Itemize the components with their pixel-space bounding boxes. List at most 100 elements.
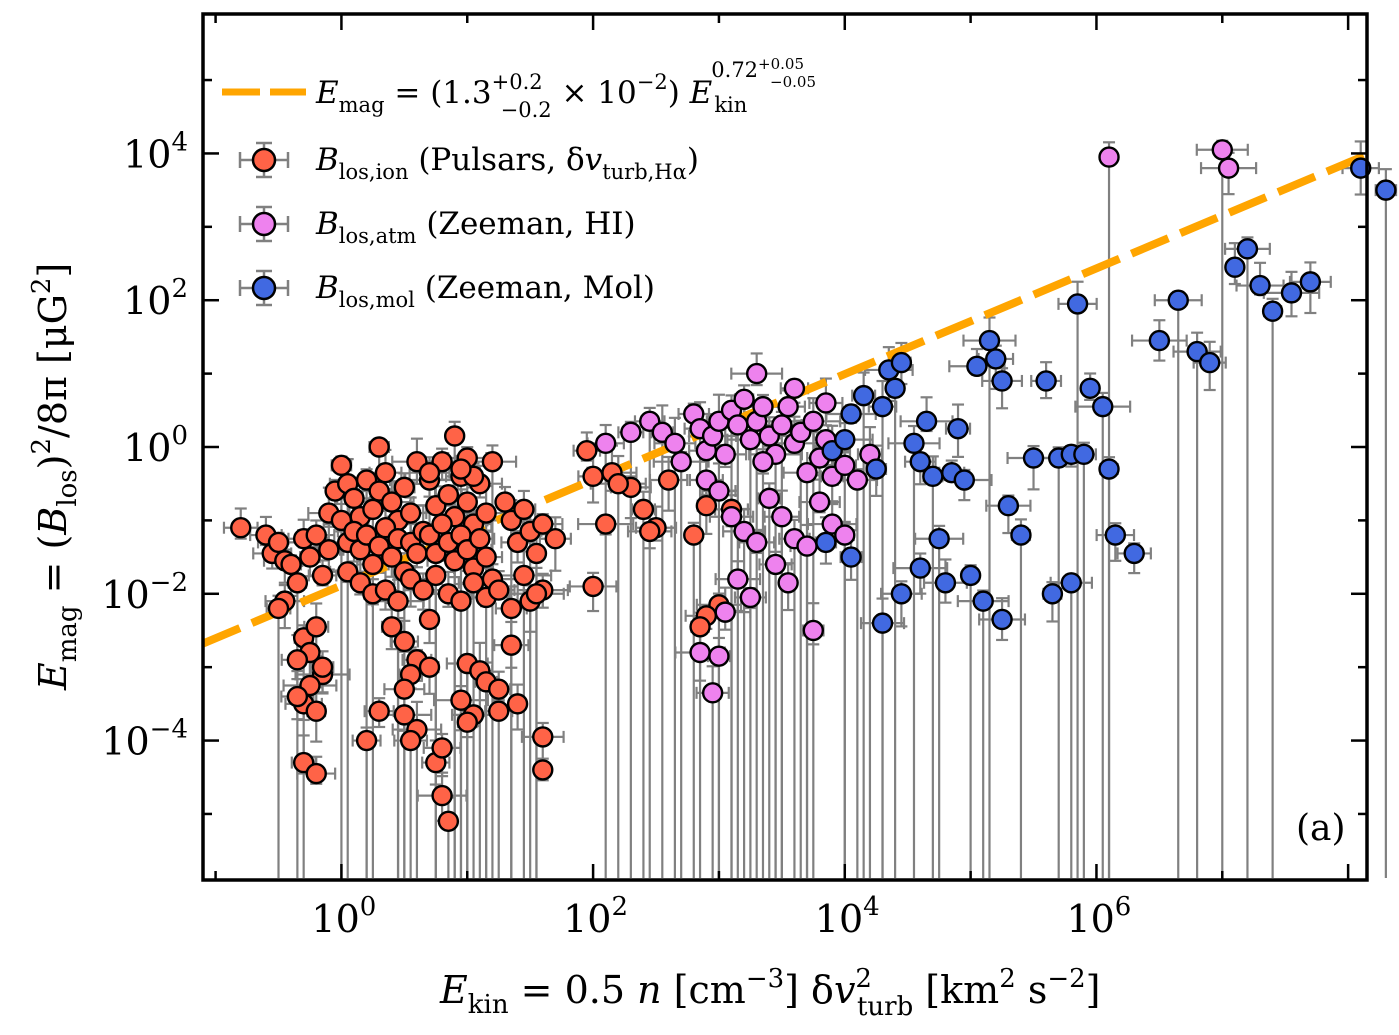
legend-atm-marker	[238, 205, 290, 243]
point-ion	[431, 513, 453, 535]
point-ion	[267, 531, 290, 554]
error-bar-atm-47	[758, 550, 793, 878]
point-ion	[437, 810, 460, 832]
point-ion	[513, 498, 535, 521]
point-ion	[399, 502, 422, 524]
point-ion	[267, 597, 290, 620]
point-ion	[500, 597, 523, 620]
error-bar-atm-31	[856, 426, 884, 878]
point-mol	[1236, 238, 1259, 260]
point-mol	[997, 495, 1020, 517]
point-ion	[412, 579, 434, 601]
point-mol	[890, 583, 913, 605]
legend-fit-label: Emag = (1.3+0.2 −0.2 × 10−2) Ekin0.72+0.0…	[315, 55, 816, 122]
error-bar-ion-140	[630, 490, 656, 878]
point-mol	[871, 395, 894, 418]
point-mol	[1249, 274, 1271, 297]
legend-mol-marker	[238, 269, 290, 307]
point-ion	[299, 546, 321, 568]
point-ion	[374, 461, 397, 484]
point-mol	[1299, 271, 1322, 293]
point-atm	[796, 535, 818, 557]
point-ion	[305, 616, 327, 638]
point-atm	[727, 568, 749, 590]
point-mol	[909, 557, 931, 579]
point-ion	[305, 700, 327, 722]
point-mol	[1199, 351, 1221, 374]
point-ion	[311, 564, 334, 587]
point-ion	[494, 491, 516, 513]
point-mol	[1073, 443, 1095, 466]
point-ion	[406, 542, 428, 565]
point-atm	[714, 443, 736, 466]
point-ion	[632, 498, 655, 521]
point-ion	[488, 700, 510, 722]
error-bar-mol-39	[956, 589, 1010, 878]
point-atm	[752, 395, 774, 418]
error-bar-atm-16	[730, 402, 783, 878]
point-mol	[884, 377, 906, 399]
point-ion	[607, 472, 629, 495]
panel-label: (a)	[1296, 808, 1346, 849]
point-mol	[1104, 524, 1127, 546]
point-ion	[418, 656, 441, 678]
point-ion	[582, 465, 604, 488]
legend-ion-marker	[238, 141, 290, 179]
point-ion	[330, 454, 353, 477]
point-atm	[846, 469, 869, 491]
point-atm	[802, 410, 825, 433]
point-mol	[928, 528, 950, 550]
point-atm	[620, 421, 642, 444]
point-mol	[934, 572, 957, 594]
point-ion	[532, 513, 554, 535]
point-ion	[418, 608, 441, 631]
point-ion	[475, 502, 497, 524]
point-mol	[1060, 572, 1082, 594]
point-mol	[922, 465, 944, 488]
point-atm	[802, 619, 825, 642]
error-bar-mol-47	[1172, 331, 1222, 878]
point-ion	[381, 546, 403, 568]
point-ion	[488, 579, 510, 601]
point-ion	[443, 425, 466, 447]
point-ion	[393, 630, 416, 653]
point-ion	[280, 553, 302, 576]
point-ion	[305, 762, 327, 785]
point-atm	[764, 553, 787, 576]
point-mol	[1022, 447, 1045, 469]
point-ion	[368, 700, 390, 722]
point-mol	[1148, 329, 1171, 352]
point-atm	[745, 362, 768, 385]
point-mol	[966, 355, 988, 377]
point-atm	[594, 432, 617, 455]
point-ion	[343, 487, 365, 510]
point-ion	[368, 436, 390, 458]
point-ion	[695, 495, 718, 517]
point-ion	[286, 685, 309, 708]
error-bar-atm-13	[711, 404, 764, 878]
point-atm	[758, 487, 780, 510]
error-bar-ion-135	[484, 700, 514, 878]
point-ion	[532, 759, 554, 781]
error-bar-ion-17	[265, 594, 292, 878]
point-ion	[582, 575, 604, 598]
error-bar-mol-50	[1223, 236, 1271, 878]
point-ion	[450, 458, 472, 480]
point-ion	[318, 539, 340, 561]
axis-ticks	[203, 14, 1367, 880]
point-mol	[834, 428, 856, 451]
point-ion	[475, 546, 497, 568]
point-atm	[771, 414, 793, 436]
point-mol	[890, 351, 913, 374]
point-mol	[840, 403, 862, 425]
point-atm	[1217, 157, 1240, 179]
point-ion	[456, 491, 478, 513]
point-atm	[834, 524, 856, 546]
point-ion	[450, 590, 472, 612]
point-mol	[1123, 542, 1145, 565]
point-ion	[469, 528, 491, 550]
error-bar-mol-28	[1070, 441, 1097, 878]
point-ion	[311, 656, 334, 678]
point-mol	[1035, 370, 1057, 392]
point-ion	[399, 729, 422, 752]
